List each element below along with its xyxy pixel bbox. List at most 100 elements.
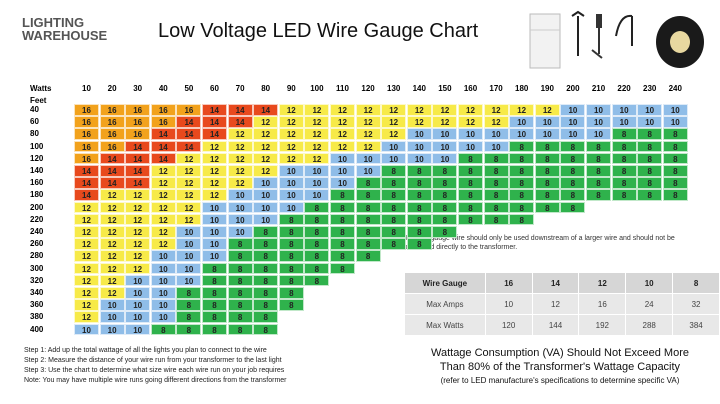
gauge-cell: 12	[202, 189, 227, 201]
logo: LIGHTING WAREHOUSE	[22, 16, 107, 42]
gauge-cell: 12	[227, 128, 253, 140]
gauge-cell: 8	[637, 189, 663, 201]
spec-cell: 14	[531, 272, 580, 294]
column-label: 220	[617, 84, 631, 93]
gauge-cell: 12	[278, 104, 304, 116]
gauge-cell: 8	[432, 177, 458, 189]
gauge-cell: 12	[406, 104, 432, 116]
gauge-cell: 8	[534, 189, 560, 201]
gauge-cell: 14	[150, 140, 176, 153]
gauge-cell: 12	[534, 104, 560, 116]
gauge-cell: 16	[99, 116, 125, 128]
gauge-cell: 12	[74, 274, 99, 287]
gauge-cell: 8	[381, 165, 407, 177]
gauge-cell: 8	[509, 165, 535, 177]
row-label: 80	[30, 129, 39, 139]
gauge-cell: 8	[304, 238, 330, 250]
gauge-cell: 14	[253, 104, 279, 116]
gauge-cell: 8	[637, 152, 663, 165]
gauge-cell: 10	[202, 238, 227, 250]
gauge-cell: 10	[637, 116, 663, 128]
column-label: 140	[412, 84, 426, 93]
column-label: 100	[310, 84, 324, 93]
column-label: 50	[184, 84, 194, 93]
gauge-cell: 12	[355, 104, 381, 116]
gauge-cell: 16	[99, 128, 125, 140]
gauge-cell: 8	[381, 201, 407, 214]
gauge-cell: 10	[458, 140, 483, 153]
logo-line: LIGHTING	[22, 15, 85, 30]
gauge-cell: 16	[99, 104, 125, 116]
row-label: 360	[30, 300, 44, 310]
row-label: 380	[30, 312, 44, 322]
gauge-cell: 8	[509, 201, 535, 214]
gauge-cell: 10	[227, 226, 253, 238]
gauge-cell: 8	[509, 152, 535, 165]
gauge-cell: 8	[483, 165, 509, 177]
gauge-cell: 12	[150, 226, 176, 238]
gauge-cell: 12	[253, 116, 279, 128]
gauge-cell: 12	[125, 226, 151, 238]
spec-cell: Wire Gauge	[404, 272, 486, 294]
gauge-cell: 8	[227, 274, 253, 287]
gauge-cell: 12	[304, 116, 330, 128]
gauge-cell: 8	[381, 177, 407, 189]
gauge-cell: 16	[74, 116, 99, 128]
gauge-cell: 8	[355, 250, 381, 262]
column-label: 110	[336, 84, 349, 93]
gauge-cell: 8	[406, 238, 432, 250]
gauge-cell: 12	[74, 213, 99, 226]
gauge-cell: 8	[253, 299, 279, 311]
gauge-cell: 8	[458, 213, 483, 226]
gauge-cell: 10	[662, 116, 688, 128]
spec-cell: 16	[578, 293, 627, 315]
gauge-cell: 12	[99, 250, 125, 262]
fixture-image	[571, 10, 585, 56]
gauge-cell: 10	[202, 250, 227, 262]
gauge-cell: 12	[253, 152, 279, 165]
gauge-cell: 8	[330, 189, 355, 201]
gauge-cell: 10	[150, 311, 176, 323]
gauge-cell: 8	[253, 226, 279, 238]
column-label: 160	[463, 84, 478, 93]
row-label: 280	[30, 251, 44, 261]
gauge-cell: 12	[227, 177, 253, 189]
row-label: 300	[30, 263, 44, 273]
spec-cell: 288	[625, 314, 674, 336]
gauge-cell: 12	[278, 128, 304, 140]
column-label: 60	[210, 84, 219, 93]
gauge-cell: 8	[662, 177, 688, 189]
step: Note: You may have multiple wire runs go…	[24, 377, 287, 384]
gauge-cell: 10	[150, 287, 176, 299]
logo-line: WAREHOUSE	[22, 28, 108, 43]
gauge-cell: 10	[304, 165, 330, 177]
gauge-cell: 8	[534, 201, 560, 214]
wire-spool	[670, 31, 690, 53]
title: Low Voltage LED Wire Gauge Chart	[158, 20, 479, 42]
gauge-cell: 12	[125, 189, 151, 201]
spec-cell: 32	[672, 293, 720, 315]
gauge-cell: 8	[253, 238, 279, 250]
column-label: 80	[261, 84, 271, 93]
spec-cell: 120	[484, 314, 533, 336]
gauge-cell: 8	[304, 274, 330, 287]
gauge-cell: 14	[99, 177, 125, 189]
gauge-cell: 10	[432, 128, 458, 140]
gauge-cell: 14	[150, 152, 176, 165]
gauge-cell: 10	[662, 104, 688, 116]
gauge-cell: 10	[586, 104, 611, 116]
gauge-cell: 12	[74, 299, 99, 311]
gauge-cell: 10	[586, 128, 611, 140]
gauge-cell: 10	[202, 213, 227, 226]
gauge-cell: 8	[150, 323, 176, 336]
gauge-cell: 10	[330, 177, 355, 189]
gauge-cell: 12	[278, 152, 304, 165]
gauge-cell: 14	[176, 116, 202, 128]
gauge-cell: 8	[586, 189, 611, 201]
gauge-cell: 8	[560, 189, 586, 201]
gauge-cell: 14	[74, 189, 99, 201]
gauge-cell: 8	[509, 189, 535, 201]
gauge-cell: 8	[432, 165, 458, 177]
gauge-cell: 8	[611, 189, 637, 201]
gauge-cell: 8	[432, 213, 458, 226]
